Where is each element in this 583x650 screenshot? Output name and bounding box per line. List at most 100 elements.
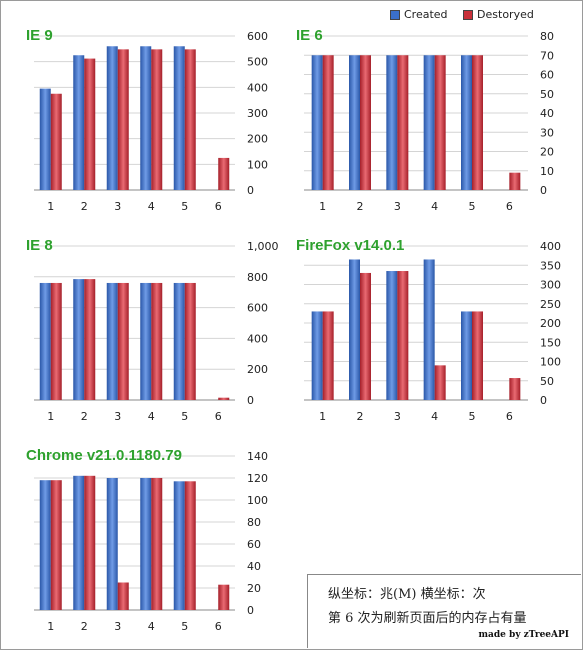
- bar-destroyed: [434, 55, 446, 190]
- chart-title: Chrome v21.0.1180.79: [26, 447, 182, 464]
- bar-created: [423, 259, 435, 400]
- legend-item-destroyed: Destoryed: [463, 8, 534, 21]
- x-tick-label: 1: [319, 200, 326, 213]
- bar-destroyed: [509, 172, 521, 190]
- bar-destroyed: [218, 584, 230, 610]
- y-tick-label: 80: [540, 30, 554, 43]
- x-tick-label: 2: [81, 410, 88, 423]
- bar-destroyed: [360, 272, 371, 400]
- bar-created: [173, 481, 185, 610]
- bar-destroyed: [151, 282, 163, 400]
- bar-created: [73, 475, 85, 610]
- x-tick-label: 2: [81, 620, 88, 633]
- bar-destroyed: [117, 582, 129, 610]
- bar-destroyed: [50, 480, 62, 610]
- y-tick-label: 0: [247, 394, 254, 407]
- y-tick-label: 30: [540, 126, 554, 139]
- y-tick-label: 150: [540, 336, 561, 349]
- bar-destroyed: [117, 49, 129, 190]
- legend-item-created: Created: [390, 8, 448, 21]
- bar-created: [140, 478, 152, 610]
- legend-swatch-created: [390, 9, 400, 20]
- bar-destroyed: [117, 282, 129, 400]
- y-tick-label: 60: [540, 69, 554, 82]
- bar-created: [386, 55, 398, 190]
- x-tick-label: 1: [47, 410, 54, 423]
- x-tick-label: 3: [114, 410, 121, 423]
- bar-created: [39, 282, 51, 400]
- bar-created: [39, 88, 51, 190]
- y-tick-label: 80: [247, 516, 261, 529]
- y-tick-label: 0: [540, 394, 547, 407]
- bar-destroyed: [472, 311, 483, 400]
- x-tick-label: 3: [394, 200, 401, 213]
- y-tick-label: 0: [247, 604, 254, 617]
- bar-created: [386, 271, 398, 400]
- bar-created: [461, 55, 472, 190]
- bar-created: [140, 282, 152, 400]
- y-tick-label: 250: [540, 298, 561, 311]
- bar-created: [106, 46, 118, 191]
- chart-svg: 0 20 40 60 80 100 120 140 Chrome v21.0.1180.79 1 2…: [26, 447, 268, 633]
- bar-created: [311, 55, 323, 190]
- y-tick-label: 1,000: [247, 240, 279, 253]
- bar-destroyed: [151, 478, 163, 610]
- bar-created: [140, 46, 152, 191]
- bar-created: [349, 259, 360, 400]
- bar-destroyed: [397, 55, 409, 190]
- x-tick-label: 4: [148, 410, 155, 423]
- y-tick-label: 20: [247, 582, 261, 595]
- bar-created: [173, 282, 185, 400]
- x-tick-label: 3: [394, 410, 401, 423]
- note-credit: made by zTreeAPI: [478, 630, 569, 640]
- y-tick-label: 10: [540, 165, 554, 178]
- bar-destroyed: [50, 93, 62, 190]
- y-tick-label: 50: [540, 375, 554, 388]
- x-tick-label: 5: [469, 200, 476, 213]
- bar-created: [461, 311, 472, 400]
- chart-svg: 0 200 400 600 800 1,000 IE 8 1 2 3 4 5 6: [26, 237, 279, 423]
- chart-ie6: 0 10 20 30 40 50 60 70 80 IE 6 1 2 3 4 5 6: [290, 22, 578, 222]
- note-refresh: 第 6 次为刷新页面后的内存占有量: [328, 611, 527, 626]
- x-tick-label: 6: [215, 200, 222, 213]
- x-tick-label: 6: [506, 200, 513, 213]
- bar-destroyed: [50, 282, 62, 400]
- legend-label-destroyed: Destoryed: [477, 8, 534, 21]
- x-tick-label: 3: [114, 620, 121, 633]
- bar-created: [73, 279, 85, 400]
- bar-destroyed: [218, 397, 230, 400]
- legend-label-created: Created: [404, 8, 448, 21]
- y-tick-label: 100: [247, 494, 268, 507]
- bar-destroyed: [509, 378, 521, 400]
- x-tick-label: 1: [47, 620, 54, 633]
- y-tick-label: 0: [247, 184, 254, 197]
- chart-title: IE 6: [296, 27, 323, 44]
- y-tick-label: 140: [247, 450, 268, 463]
- bar-destroyed: [322, 311, 334, 400]
- y-tick-label: 120: [247, 472, 268, 485]
- bar-destroyed: [84, 58, 96, 190]
- y-tick-label: 100: [540, 356, 561, 369]
- bar-destroyed: [218, 157, 230, 190]
- y-tick-label: 300: [247, 107, 268, 120]
- x-tick-label: 6: [215, 410, 222, 423]
- y-tick-label: 40: [540, 107, 554, 120]
- bar-destroyed: [472, 55, 483, 190]
- y-tick-label: 200: [247, 363, 268, 376]
- y-tick-label: 70: [540, 49, 554, 62]
- y-tick-label: 600: [247, 302, 268, 315]
- y-tick-label: 600: [247, 30, 268, 43]
- y-tick-label: 200: [247, 133, 268, 146]
- x-tick-label: 2: [357, 200, 364, 213]
- x-tick-label: 2: [81, 200, 88, 213]
- x-tick-label: 2: [357, 410, 364, 423]
- bar-created: [311, 311, 323, 400]
- legend-swatch-destroyed: [463, 9, 474, 20]
- y-tick-label: 0: [540, 184, 547, 197]
- x-tick-label: 3: [114, 200, 121, 213]
- x-tick-label: 5: [181, 200, 188, 213]
- bar-destroyed: [397, 271, 409, 400]
- x-tick-label: 5: [181, 620, 188, 633]
- y-tick-label: 500: [247, 56, 268, 69]
- bar-destroyed: [151, 49, 163, 190]
